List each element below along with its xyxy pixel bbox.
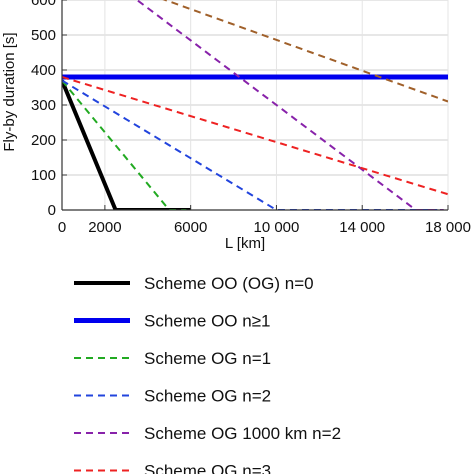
legend-entry: Scheme OG n=3 [74, 462, 271, 474]
y-tick-label: 100 [31, 167, 56, 184]
legend-entry: Scheme OG n=1 [74, 349, 271, 368]
legend-label: Scheme OG 1000 km n=2 [144, 424, 341, 443]
legend-entry: Scheme OG 1000 km n=2 [74, 424, 341, 443]
series-line-6 [162, 0, 448, 103]
legend-label: Scheme OG n=3 [144, 462, 271, 474]
y-tick-label: 500 [31, 27, 56, 44]
y-tick-label: 400 [31, 62, 56, 79]
x-tick-labels: 0 2000 6000 10 000 14 000 18 000 [58, 205, 471, 236]
x-tick-label: 10 000 [253, 219, 299, 236]
y-tick-labels: 0 100 200 300 400 500 600 [31, 0, 67, 219]
y-tick-label: 200 [31, 132, 56, 149]
series-line-0 [62, 79, 191, 210]
x-tick-label: 0 [58, 219, 66, 236]
x-tick-label: 18 000 [425, 219, 471, 236]
series-line-5 [62, 76, 448, 196]
legend-label: Scheme OO n≥1 [144, 312, 271, 331]
x-tick-label: 14 000 [339, 219, 385, 236]
legend-label: Scheme OG n=2 [144, 387, 271, 406]
legend-entry: Scheme OO (OG) n=0 [74, 274, 314, 293]
y-tick-label: 600 [31, 0, 56, 9]
y-tick-label: 300 [31, 97, 56, 114]
legend: Scheme OO (OG) n=0 Scheme OO n≥1 Scheme OG… [74, 274, 341, 474]
y-tick-label: 0 [48, 202, 56, 219]
grid [62, 0, 449, 210]
legend-entry: Scheme OG n=2 [74, 387, 271, 406]
series-lines [62, 0, 448, 210]
x-axis-title: L [km] [225, 235, 265, 252]
y-axis-title: Fly-by duration [s] [1, 32, 18, 151]
legend-entry: Scheme OO n≥1 [74, 312, 271, 331]
x-tick-label: 6000 [174, 219, 207, 236]
legend-label: Scheme OO (OG) n=0 [144, 274, 314, 293]
series-line-3 [62, 79, 438, 210]
legend-label: Scheme OG n=1 [144, 349, 271, 368]
x-tick-label: 2000 [88, 219, 121, 236]
